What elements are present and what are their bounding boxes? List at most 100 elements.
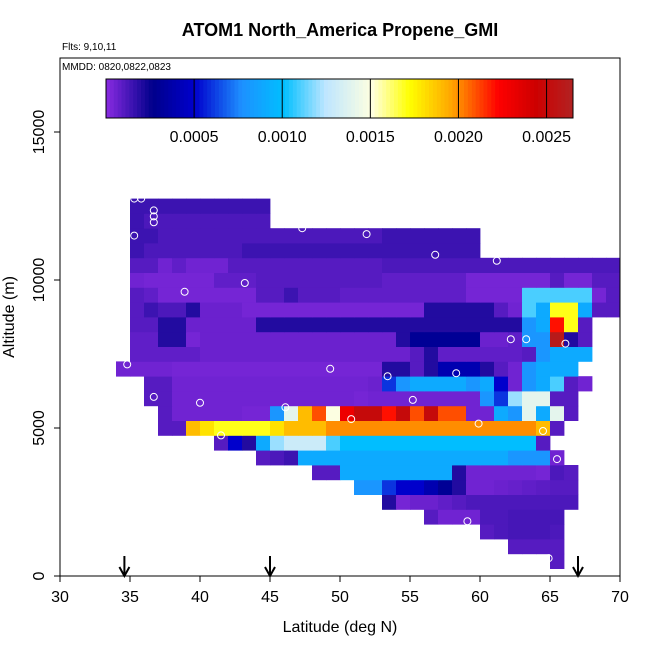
colorbar-swatch — [179, 79, 185, 118]
heatmap-cell — [396, 257, 411, 273]
colorbar-swatch — [253, 79, 259, 118]
colorbar-tick-label: 0.0005 — [170, 129, 219, 146]
colorbar-swatch — [164, 79, 169, 118]
heatmap-cell — [424, 302, 439, 318]
heatmap-cell — [410, 272, 425, 288]
heatmap-cell — [438, 391, 453, 407]
heatmap-cell — [382, 420, 397, 436]
heatmap-cell — [438, 317, 453, 333]
colorbar-swatch — [374, 79, 379, 118]
colorbar-swatch — [288, 79, 294, 118]
colorbar-swatch — [569, 79, 574, 118]
heatmap-cell — [116, 361, 131, 377]
heatmap-cell — [340, 331, 355, 347]
heatmap-cell — [172, 405, 187, 421]
colorbar-swatch — [366, 79, 372, 118]
heatmap-cell — [550, 450, 565, 466]
heatmap-cell — [396, 479, 411, 495]
heatmap-cell — [508, 420, 523, 436]
heatmap-cell — [536, 539, 551, 555]
heatmap-cell — [508, 524, 523, 540]
colorbar-swatch — [277, 79, 282, 118]
heatmap-cell — [368, 450, 383, 466]
heatmap-cell — [340, 243, 355, 259]
heatmap-cell — [564, 346, 579, 362]
colorbar-swatch — [537, 79, 543, 118]
colorbar-swatch — [156, 79, 161, 118]
colorbar-swatch — [397, 79, 403, 118]
colorbar-swatch — [214, 79, 220, 118]
heatmap-cell — [480, 465, 495, 481]
heatmap-cell — [382, 435, 397, 451]
heatmap-cell — [158, 228, 173, 244]
colorbar-swatch — [343, 79, 348, 118]
flights-label: Flts: 9,10,11 — [62, 42, 117, 53]
heatmap-cell — [396, 302, 411, 318]
heatmap-cell — [368, 257, 383, 273]
heatmap-cell — [298, 302, 313, 318]
heatmap-cell — [242, 257, 257, 273]
flight-point — [408, 395, 417, 404]
heatmap-cell — [242, 228, 257, 244]
colorbar-swatch — [355, 79, 360, 118]
heatmap-cell — [410, 376, 425, 392]
heatmap-cell — [480, 494, 495, 510]
colorbar-swatch — [502, 79, 508, 118]
heatmap-cell — [130, 272, 145, 288]
colorbar-swatch — [281, 79, 286, 118]
heatmap-cell — [438, 272, 453, 288]
heatmap-cell — [270, 243, 285, 259]
heatmap-cell — [284, 331, 299, 347]
heatmap-cell — [438, 331, 453, 347]
heatmap-cell — [508, 539, 523, 555]
heatmap-cell — [298, 435, 313, 451]
flight-point — [196, 398, 204, 407]
heatmap-cell — [326, 257, 341, 273]
colorbar-swatch — [382, 79, 387, 118]
heatmap-cell — [550, 391, 565, 407]
heatmap-cell — [382, 228, 397, 244]
heatmap-cell — [438, 465, 453, 481]
heatmap-cell — [452, 272, 467, 288]
colorbar-swatch — [203, 79, 208, 118]
heatmap-cell — [158, 198, 173, 214]
heatmap-cell — [410, 391, 425, 407]
heatmap-cell — [536, 346, 551, 362]
x-axis-label: Latitude (deg N) — [283, 619, 398, 636]
heatmap-cell — [340, 435, 355, 451]
colorbar-swatch — [362, 79, 368, 118]
heatmap-cell — [564, 405, 579, 421]
heatmap-cell — [438, 450, 453, 466]
heatmap-cell — [424, 465, 439, 481]
colorbar-swatch — [292, 79, 298, 118]
heatmap-cell — [494, 465, 509, 481]
heatmap-cell — [452, 405, 467, 421]
heatmap-cell — [144, 257, 159, 273]
heatmap-cell — [340, 272, 355, 288]
y-tick-label: 10000 — [31, 258, 48, 303]
heatmap-cell — [466, 405, 481, 421]
colorbar-swatch — [148, 79, 154, 118]
heatmap-cell — [410, 435, 425, 451]
heatmap-cell — [452, 257, 467, 273]
flight-point — [539, 427, 547, 435]
flight-point — [130, 231, 139, 240]
heatmap-cell — [382, 331, 397, 347]
heatmap-cell — [214, 198, 229, 214]
colorbar-swatch — [487, 79, 492, 118]
heatmap-cell — [480, 257, 495, 273]
heatmap-cell — [312, 302, 327, 318]
heatmap-cell — [536, 420, 551, 436]
heatmap-cell — [228, 391, 243, 407]
heatmap-cell — [508, 405, 523, 421]
heatmap-cell — [228, 317, 243, 333]
heatmap-cell — [452, 361, 467, 377]
colorbar-swatch — [261, 79, 267, 118]
heatmap-cell — [396, 361, 411, 377]
heatmap-cell — [242, 302, 257, 318]
heatmap-cell — [228, 302, 243, 318]
heatmap-cell — [480, 317, 495, 333]
heatmap-cell — [452, 287, 467, 303]
heatmap-cell — [144, 391, 159, 407]
heatmap-cell — [452, 435, 467, 451]
